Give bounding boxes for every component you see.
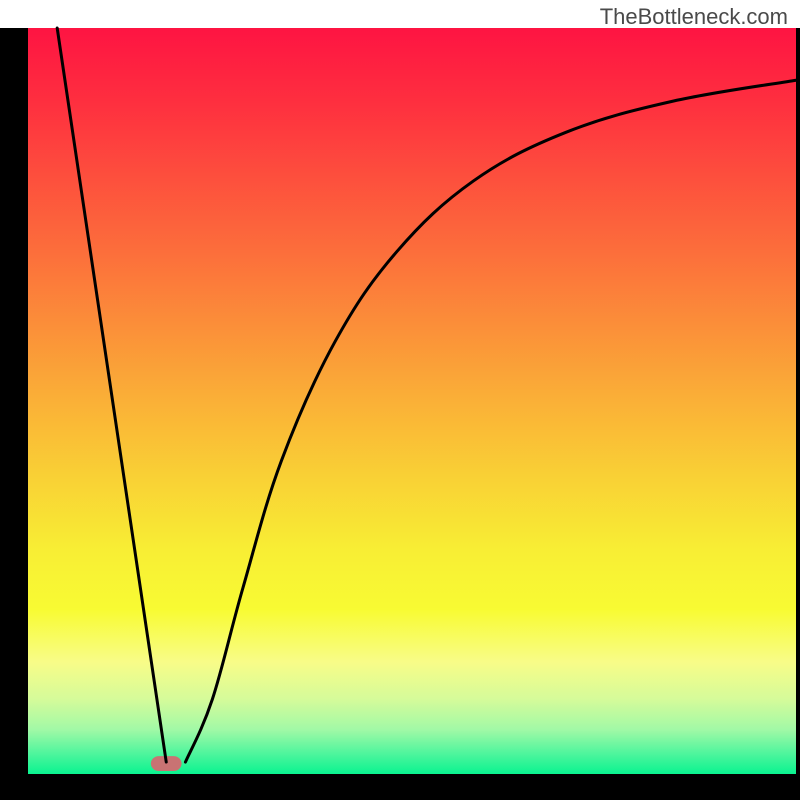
- chart-canvas: [0, 0, 800, 800]
- frame-left: [0, 28, 28, 800]
- frame-right: [796, 28, 800, 774]
- bottleneck-chart: TheBottleneck.com: [0, 0, 800, 800]
- watermark-text: TheBottleneck.com: [600, 4, 788, 30]
- frame-bottom: [0, 774, 800, 800]
- gradient-background: [28, 28, 796, 774]
